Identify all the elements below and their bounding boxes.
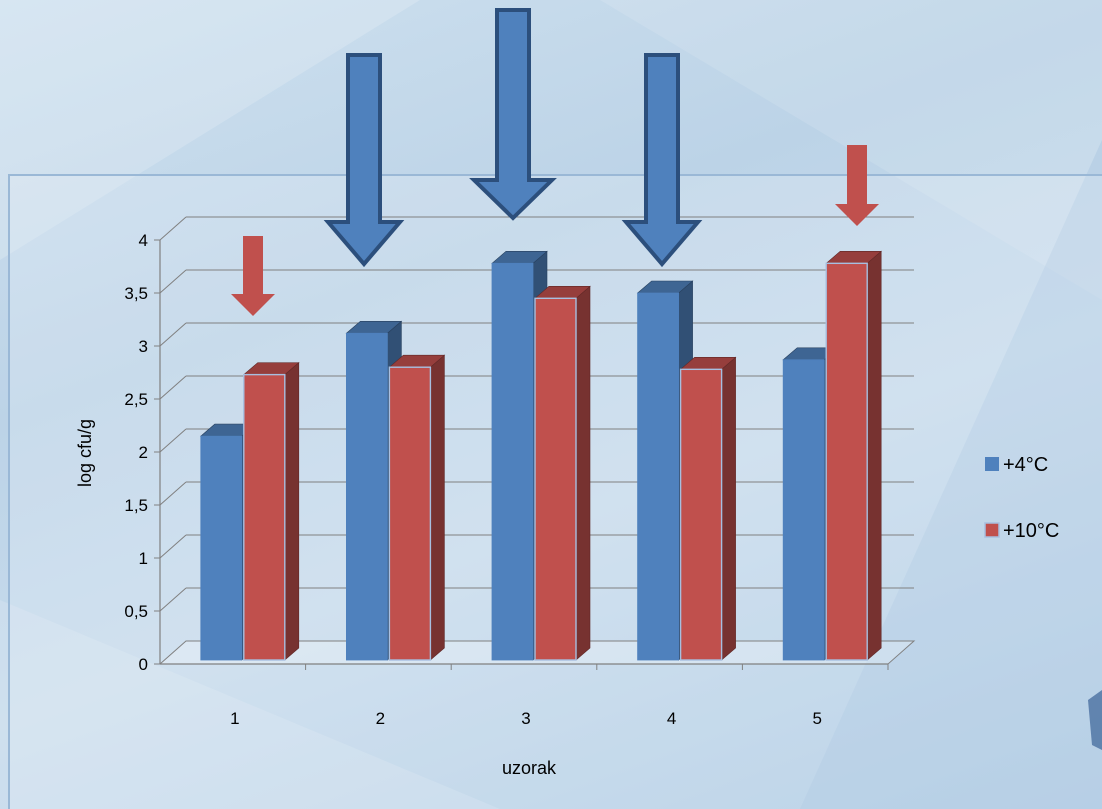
annotation-arrows [231, 8, 879, 316]
axis-labels: 0 0,5 1 1,5 2 2,5 3 3,5 4 1 2 3 4 5 [124, 231, 822, 728]
x-axis-title: uzorak [502, 758, 557, 778]
bar-series2-cat2 [388, 354, 446, 661]
y-tick-label: 3 [139, 337, 148, 356]
axes [154, 239, 889, 670]
y-tick-label: 4 [139, 231, 148, 250]
grid-line-depth [159, 481, 187, 506]
grid-line-depth [159, 322, 187, 347]
grid-line-depth [159, 216, 187, 241]
down-arrow-icon [835, 145, 879, 226]
legend-label: +10°C [1003, 520, 1059, 542]
bar-side [575, 285, 591, 661]
y-tick-label: 0 [139, 655, 148, 674]
x-tick-label: 3 [521, 709, 530, 728]
bar-side [721, 356, 736, 661]
y-axis-title: log cfu/g [75, 419, 95, 487]
y-tick-label: 1,5 [124, 496, 148, 515]
bar-front [782, 359, 825, 661]
grid-line-depth [159, 534, 187, 559]
y-tick-label: 0,5 [124, 602, 148, 621]
down-arrow-icon [621, 53, 703, 268]
legend: +4°C +10°C [984, 454, 1059, 542]
bar-side [430, 354, 445, 661]
bar-series2-cat1 [242, 361, 300, 661]
bar-front [825, 262, 868, 661]
grid-line-depth [159, 428, 187, 453]
bar-side [284, 361, 300, 661]
bar-front [200, 435, 243, 661]
x-tick-label: 4 [667, 709, 676, 728]
x-tick-label: 2 [376, 709, 385, 728]
bar-series2-cat5 [825, 250, 883, 661]
x-tick-label: 5 [812, 709, 821, 728]
legend-swatch [985, 457, 999, 471]
bar-front [491, 262, 534, 661]
grid-line-depth [159, 269, 187, 294]
down-arrow-icon [231, 236, 275, 316]
y-tick-label: 2 [139, 443, 148, 462]
down-arrow-icon [469, 8, 557, 221]
bar-front [345, 332, 388, 661]
y-tick-label: 3,5 [124, 284, 148, 303]
y-tick-label: 1 [139, 549, 148, 568]
down-arrow-icon [323, 53, 405, 268]
bars [199, 250, 883, 661]
bar-front [637, 292, 679, 661]
y-tick-label: 2,5 [124, 390, 148, 409]
bar-front [679, 368, 723, 661]
bar-series2-cat4 [679, 356, 737, 661]
grid-line-depth [159, 375, 187, 400]
legend-label: +4°C [1003, 454, 1048, 476]
x-tick-label: 1 [230, 709, 239, 728]
grid-line-depth [159, 587, 187, 612]
bar-front [243, 373, 286, 661]
bar-side [866, 250, 882, 661]
bar-front [534, 297, 577, 661]
bar-front [388, 366, 432, 661]
bar-series2-cat3 [534, 285, 591, 661]
legend-swatch [984, 522, 1000, 538]
